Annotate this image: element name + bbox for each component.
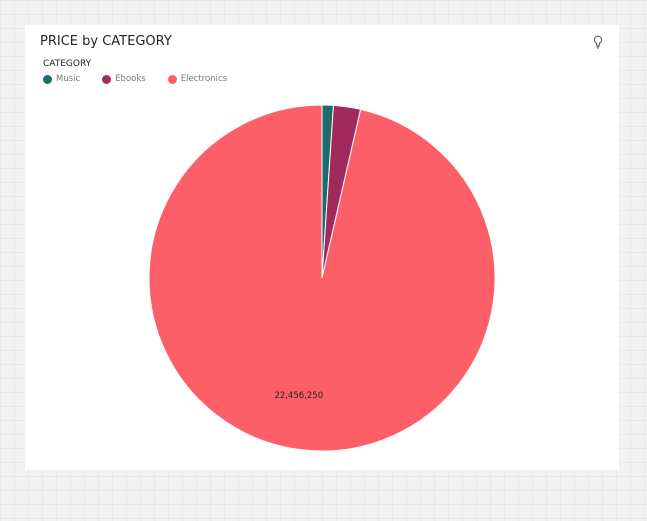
data-label-electronics: 22,456,250 bbox=[274, 391, 323, 401]
chart-title: PRICE by CATEGORY bbox=[40, 34, 172, 49]
pie-chart: 22,456,250 bbox=[148, 104, 496, 452]
legend: Music Ebooks Electronics bbox=[43, 73, 249, 85]
legend-item-electronics[interactable]: Electronics bbox=[167, 74, 228, 84]
lightbulb-icon[interactable] bbox=[591, 34, 605, 50]
legend-swatch bbox=[102, 74, 112, 84]
pie-slice-electronics[interactable] bbox=[148, 104, 496, 452]
legend-label: Music bbox=[56, 74, 81, 84]
legend-title: CATEGORY bbox=[43, 59, 92, 69]
legend-label: Ebooks bbox=[115, 74, 146, 84]
legend-item-music[interactable]: Music bbox=[43, 74, 80, 84]
pie-chart-visual[interactable]: PRICE by CATEGORY CATEGORY Music Ebooks El… bbox=[25, 25, 619, 470]
legend-swatch bbox=[43, 74, 52, 84]
legend-label: Electronics bbox=[180, 74, 228, 84]
legend-swatch bbox=[167, 74, 177, 84]
legend-item-ebooks[interactable]: Ebooks bbox=[102, 74, 146, 84]
